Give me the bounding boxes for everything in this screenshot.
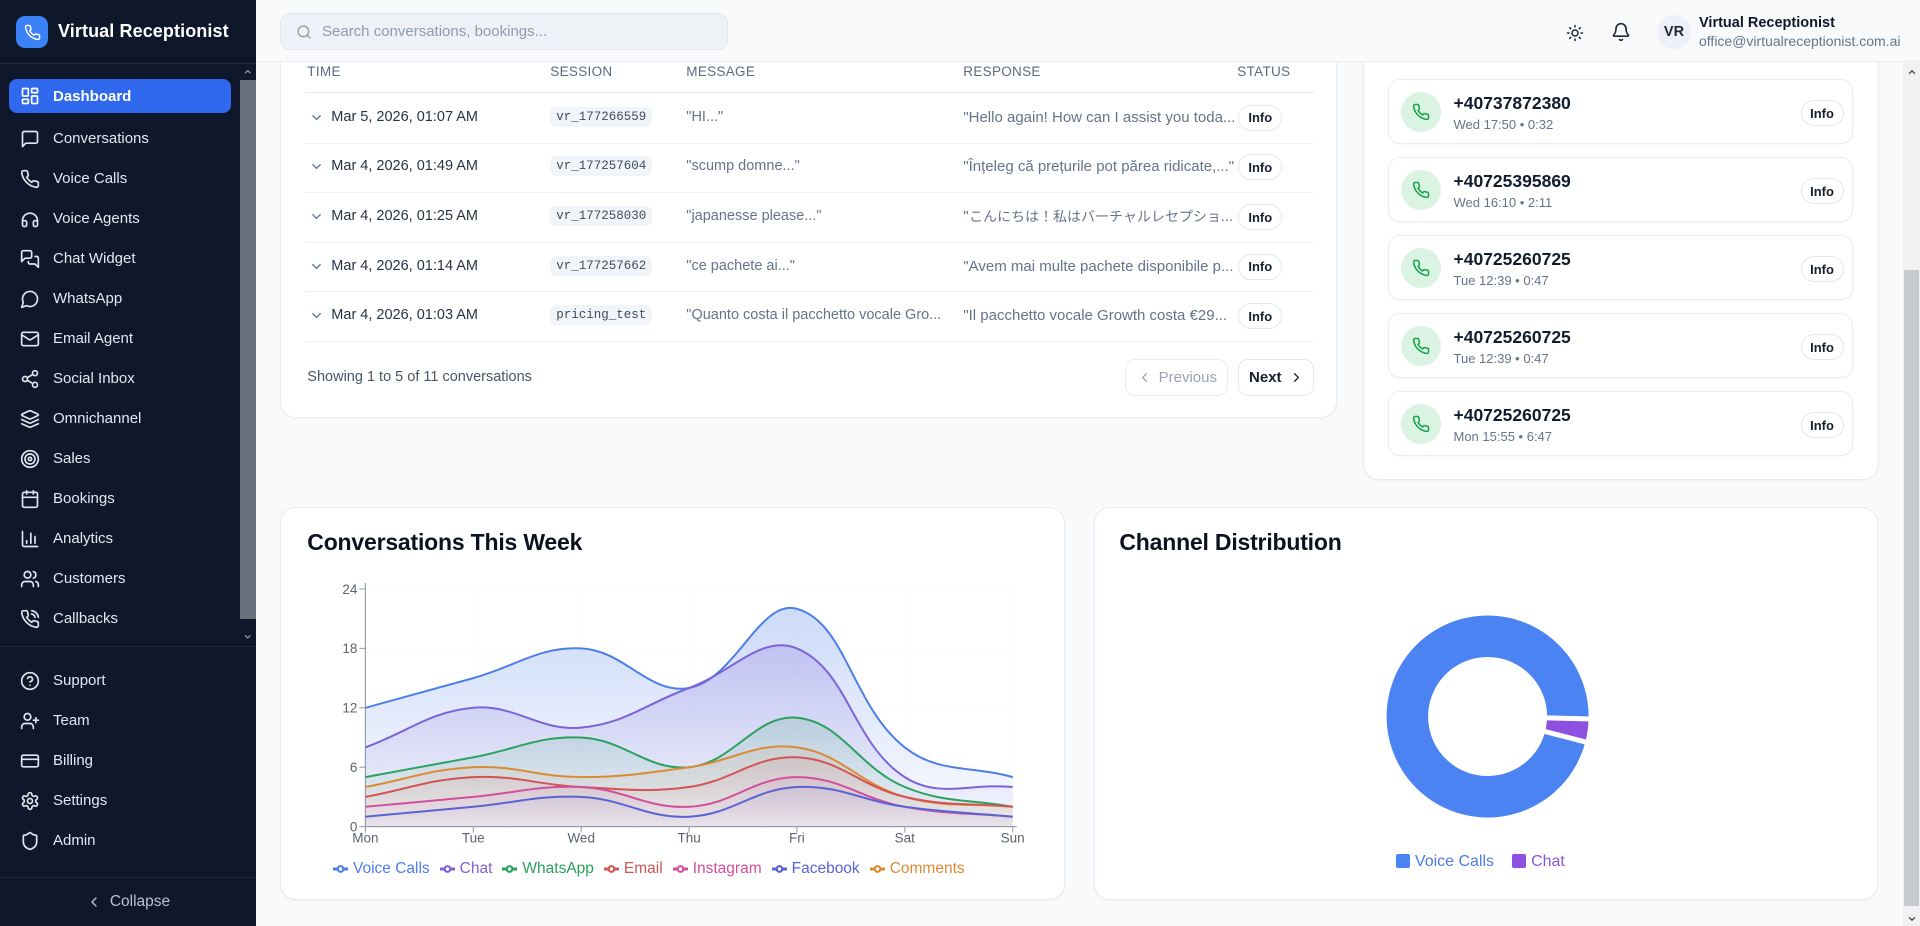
svg-text:6: 6 (350, 760, 358, 775)
svg-text:0: 0 (350, 819, 358, 834)
svg-text:Fri: Fri (789, 830, 805, 845)
svg-text:Tue: Tue (462, 830, 485, 845)
svg-text:Mon: Mon (353, 830, 379, 845)
svg-text:Sat: Sat (895, 830, 916, 845)
svg-text:12: 12 (343, 700, 358, 715)
svg-text:18: 18 (343, 641, 358, 656)
svg-text:24: 24 (343, 581, 359, 596)
svg-text:Sun: Sun (1001, 830, 1025, 845)
svg-text:Wed: Wed (568, 830, 596, 845)
svg-text:Thu: Thu (678, 830, 701, 845)
